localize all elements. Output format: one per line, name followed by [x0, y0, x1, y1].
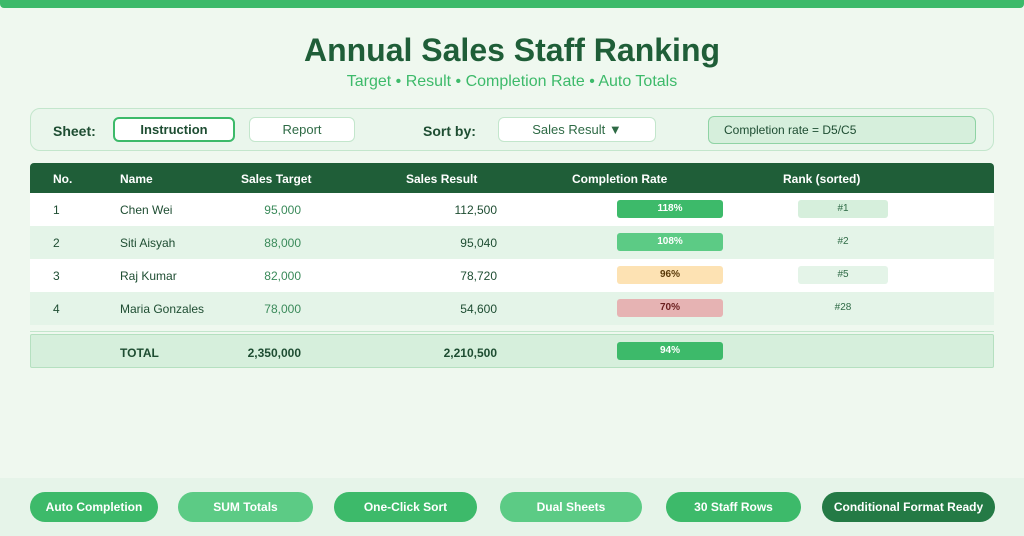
- table-header: No. Name Sales Target Sales Result Compl…: [30, 163, 994, 193]
- column-header-no[interactable]: No.: [53, 172, 73, 186]
- formula-hint: Completion rate = D5/C5: [708, 116, 976, 144]
- total-label: TOTAL: [120, 346, 159, 360]
- row-no: 1: [53, 203, 60, 217]
- sheet-label: Sheet:: [53, 123, 96, 139]
- total-result: 2,210,500: [443, 346, 497, 360]
- table-row[interactable]: 3 Raj Kumar 82,000 78,720 96% #5: [30, 259, 994, 292]
- feature-chip-auto-completion[interactable]: Auto Completion: [30, 492, 158, 522]
- completion-rate-badge: 108%: [617, 233, 723, 251]
- column-header-rank[interactable]: Rank (sorted): [783, 172, 861, 186]
- page-title: Annual Sales Staff Ranking: [303, 32, 721, 68]
- row-result: 54,600: [460, 302, 497, 316]
- tab-report[interactable]: Report: [249, 117, 355, 142]
- feature-chip-staff-rows[interactable]: 30 Staff Rows: [666, 492, 801, 522]
- row-target: 78,000: [264, 302, 301, 316]
- controls-bar: Sheet: Instruction Report Sort by: Sales…: [30, 108, 994, 151]
- feature-chip-conditional-format[interactable]: Conditional Format Ready: [822, 492, 995, 522]
- completion-rate-badge: 70%: [617, 299, 723, 317]
- row-result: 78,720: [460, 269, 497, 283]
- page-subtitle: Target • Result • Completion Rate • Auto…: [346, 73, 678, 90]
- table-row[interactable]: 2 Siti Aisyah 88,000 95,040 108% #2: [30, 226, 994, 259]
- row-no: 2: [53, 236, 60, 250]
- table-row[interactable]: 4 Maria Gonzales 78,000 54,600 70% #28: [30, 292, 994, 325]
- column-header-sales-target[interactable]: Sales Target: [241, 172, 312, 186]
- row-name: Maria Gonzales: [120, 302, 205, 316]
- row-name: Siti Aisyah: [120, 236, 176, 250]
- row-target: 82,000: [264, 269, 301, 283]
- rank-badge: #28: [834, 302, 852, 313]
- completion-rate-badge: 118%: [617, 200, 723, 218]
- column-header-completion-rate[interactable]: Completion Rate: [572, 172, 668, 186]
- sort-label: Sort by:: [423, 123, 476, 139]
- feature-chip-one-click-sort[interactable]: One-Click Sort: [334, 492, 477, 522]
- sort-dropdown[interactable]: Sales Result ▼: [498, 117, 656, 142]
- total-target: 2,350,000: [247, 346, 301, 360]
- row-no: 3: [53, 269, 60, 283]
- rank-badge: #1: [798, 200, 888, 218]
- completion-rate-badge: 96%: [617, 266, 723, 284]
- table-row[interactable]: 1 Chen Wei 95,000 112,500 118% #1: [30, 193, 994, 226]
- rank-badge: #5: [798, 266, 888, 284]
- feature-chip-dual-sheets[interactable]: Dual Sheets: [500, 492, 642, 522]
- top-accent-bar: [0, 0, 1024, 8]
- column-header-name[interactable]: Name: [120, 172, 153, 186]
- row-result: 95,040: [460, 236, 497, 250]
- feature-chip-sum-totals[interactable]: SUM Totals: [178, 492, 313, 522]
- tab-instruction[interactable]: Instruction: [113, 117, 235, 142]
- total-completion-rate-badge: 94%: [617, 342, 723, 360]
- total-row: TOTAL 2,350,000 2,210,500 94%: [30, 334, 994, 368]
- row-target: 95,000: [264, 203, 301, 217]
- ranking-table: No. Name Sales Target Sales Result Compl…: [30, 163, 994, 325]
- row-no: 4: [53, 302, 60, 316]
- rank-badge: #2: [837, 236, 849, 247]
- column-header-sales-result[interactable]: Sales Result: [406, 172, 478, 186]
- row-name: Raj Kumar: [120, 269, 177, 283]
- row-result: 112,500: [454, 203, 498, 217]
- feature-footer: Auto Completion SUM Totals One-Click Sor…: [0, 478, 1024, 536]
- row-name: Chen Wei: [120, 203, 173, 217]
- row-target: 88,000: [264, 236, 301, 250]
- table-divider: [30, 331, 994, 332]
